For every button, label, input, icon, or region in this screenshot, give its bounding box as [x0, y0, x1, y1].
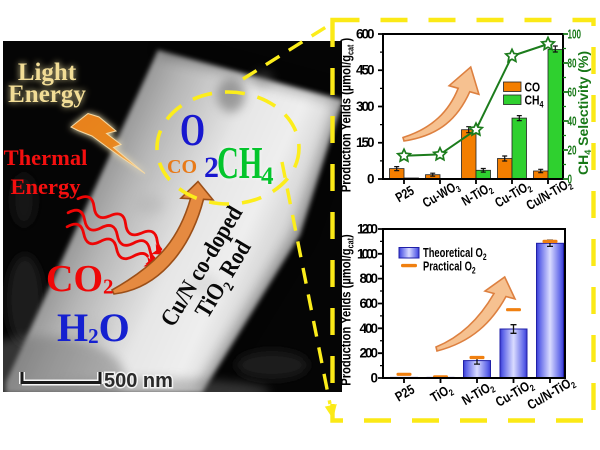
svg-text:100: 100: [568, 28, 582, 42]
svg-text:450: 450: [356, 63, 375, 78]
svg-text:Cu/N-TiO2: Cu/N-TiO2: [525, 373, 579, 414]
svg-text:40: 40: [568, 115, 577, 129]
svg-text:1000: 1000: [357, 246, 378, 261]
svg-text:Production Yeilds (µmol/gcat): Production Yeilds (µmol/gcat): [338, 234, 355, 385]
svg-text:20: 20: [568, 144, 577, 158]
svg-text:200: 200: [360, 346, 379, 361]
svg-text:300: 300: [356, 99, 375, 114]
svg-text:Cu-WO3: Cu-WO3: [420, 177, 463, 212]
svg-text:0: 0: [568, 173, 573, 187]
svg-text:Production Yeilds (µmol/gcat ): Production Yeilds (µmol/gcat ): [338, 38, 355, 193]
svg-text:TiO2: TiO2: [428, 381, 456, 407]
svg-text:N-TiO2: N-TiO2: [459, 179, 496, 211]
svg-text:500 nm: 500 nm: [104, 370, 173, 392]
svg-text:60: 60: [568, 86, 577, 100]
svg-text:400: 400: [360, 321, 379, 336]
svg-text:Practical O2: Practical O2: [423, 260, 476, 275]
svg-text:Theoretical O2: Theoretical O2: [423, 247, 487, 262]
svg-text:600: 600: [360, 296, 379, 311]
svg-text:CH4 Selectivity (%): CH4 Selectivity (%): [575, 51, 593, 175]
svg-text:CO: CO: [525, 80, 541, 94]
svg-text:600: 600: [356, 26, 375, 41]
svg-text:P25: P25: [392, 382, 417, 405]
svg-text:0: 0: [370, 371, 378, 386]
svg-text:P25: P25: [393, 183, 417, 206]
svg-text:150: 150: [356, 135, 375, 150]
svg-text:0: 0: [367, 172, 375, 187]
svg-text:80: 80: [568, 57, 577, 71]
svg-text:N-TiO2: N-TiO2: [459, 378, 497, 410]
svg-text:800: 800: [360, 271, 379, 286]
svg-text:1200: 1200: [357, 222, 378, 237]
svg-text:CH4: CH4: [525, 93, 544, 109]
